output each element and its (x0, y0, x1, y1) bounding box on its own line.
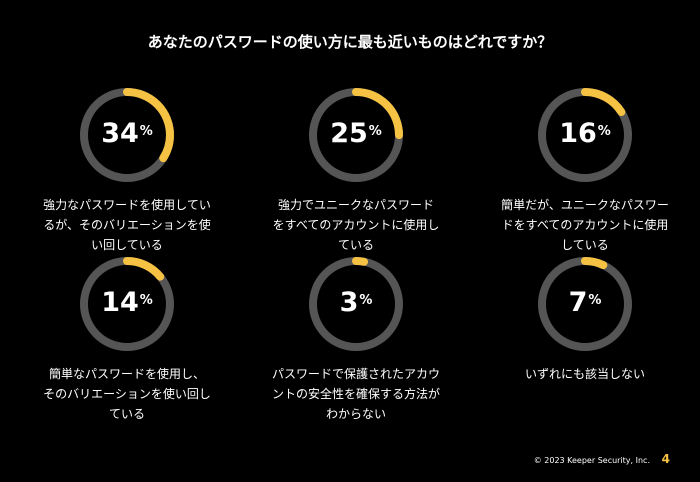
percent-number: 7 (568, 287, 588, 318)
category-label-line: 強力でユニークなパスワード (277, 198, 434, 212)
percent-unit: % (139, 124, 153, 139)
copyright-text: © 2023 Keeper Security, Inc. (533, 456, 650, 465)
category-label-line: るが、そのバリエーションを使 (43, 218, 211, 232)
donut-ring (538, 88, 632, 182)
donut-value-arc (80, 88, 174, 182)
donut-ring (80, 257, 174, 351)
percent-number: 3 (339, 287, 359, 318)
category-label-line: ントの安全性を確保する方法が (271, 387, 440, 401)
donut-ring (538, 257, 632, 351)
category-label-line: している (561, 238, 609, 252)
category-label-line: をすべてのアカウントに使用し (272, 218, 440, 232)
donut-ring (309, 88, 403, 182)
category-label-line: ている (337, 238, 374, 252)
category-label-line: わからない (325, 407, 386, 421)
donut-value-arc (538, 88, 632, 182)
percent-value: 3% (241, 288, 471, 318)
percent-unit: % (588, 293, 602, 308)
donut-ring (309, 257, 403, 351)
percent-number: 14 (101, 287, 139, 318)
percent-value: 16% (470, 119, 700, 149)
page-title: あなたのパスワードの使い方に最も近いものはどれですか？ (147, 33, 553, 51)
category-label-line: 簡単なパスワードを使用し、 (48, 367, 205, 381)
percent-unit: % (597, 124, 611, 139)
percent-number: 16 (559, 118, 597, 149)
category-label: 強力なパスワードを使用してい るが、そのバリエーションを使 い回している (12, 195, 242, 255)
category-label-line: パスワードで保護されたアカウ (271, 367, 440, 381)
category-label-line: 強力なパスワードを使用してい (43, 198, 211, 212)
category-label-line: いずれにも該当しない (524, 367, 645, 381)
category-label: パスワードで保護されたアカウ ントの安全性を確保する方法が わからない (241, 364, 471, 424)
category-label-line: ドをすべてのアカウントに使用 (501, 218, 669, 232)
category-label-line: そのバリエーションを使い回し (43, 387, 211, 401)
donut-value-arc (538, 257, 632, 351)
category-label-line: ている (108, 407, 145, 421)
category-label: 簡単なパスワードを使用し、 そのバリエーションを使い回し ている (12, 364, 242, 424)
page-number: 4 (661, 452, 670, 466)
category-label: 強力でユニークなパスワード をすべてのアカウントに使用し ている (241, 195, 471, 255)
percent-value: 14% (12, 288, 242, 318)
percent-value: 34% (12, 119, 242, 149)
category-label-line: 簡単だが、ユニークなパスワー (501, 198, 669, 212)
percent-number: 34 (101, 118, 139, 149)
category-label-line: い回している (91, 238, 163, 252)
percent-unit: % (139, 293, 153, 308)
percent-value: 7% (470, 288, 700, 318)
donut-ring (80, 88, 174, 182)
percent-unit: % (359, 293, 373, 308)
percent-value: 25% (241, 119, 471, 149)
donut-value-arc (80, 257, 174, 351)
donut-value-arc (309, 88, 403, 182)
donut-value-arc (309, 257, 403, 351)
category-label: 簡単だが、ユニークなパスワー ドをすべてのアカウントに使用 している (470, 195, 700, 255)
category-label: いずれにも該当しない (470, 364, 700, 384)
percent-number: 25 (330, 118, 368, 149)
percent-unit: % (368, 124, 382, 139)
